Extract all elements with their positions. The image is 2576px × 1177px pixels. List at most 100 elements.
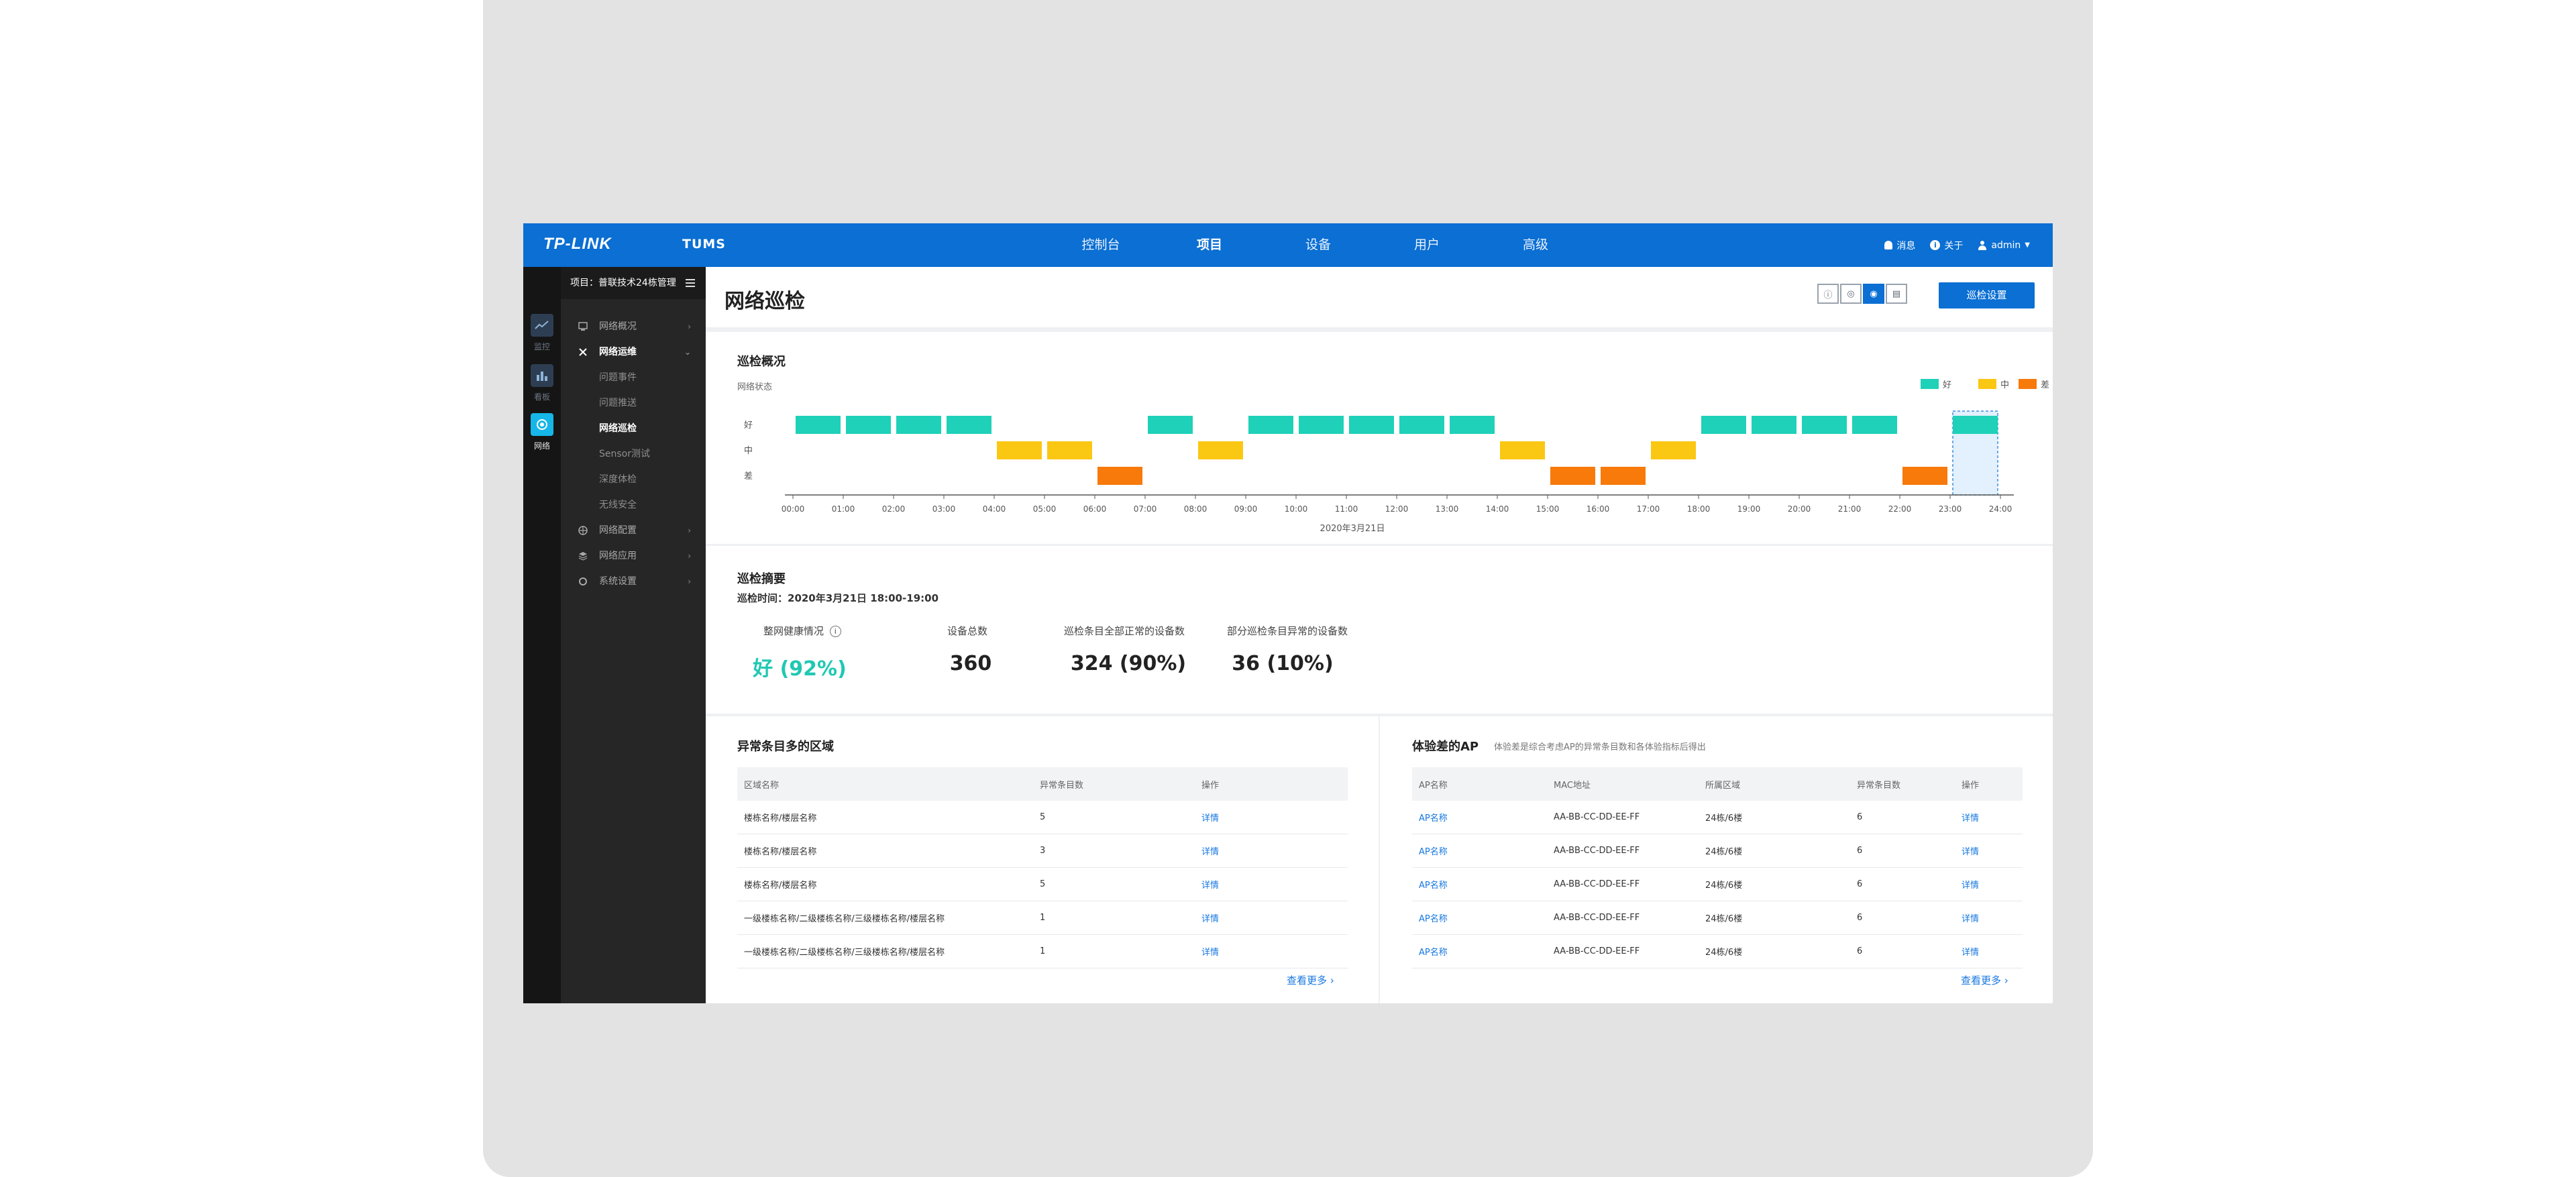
menu-icon[interactable] [686, 279, 695, 287]
area-name: 楼栋名称/楼层名称 [737, 801, 1033, 834]
table-row: AP名称 AA-BB-CC-DD-EE-FF 24栋/6楼 6 详情 [1412, 834, 2023, 868]
legend-medium: 中 [1978, 378, 2009, 390]
status-bar [1349, 416, 1394, 434]
legend-swatch [1921, 379, 1939, 389]
legend-label: 差 [2041, 380, 2050, 390]
rail-item-network[interactable]: 网络 [523, 413, 561, 451]
nav-project[interactable]: 项目 [1196, 237, 1222, 252]
x-tick-label: 11:00 [1335, 504, 1358, 514]
details-link[interactable]: 详情 [1201, 814, 1220, 824]
x-tick-label: 21:00 [1838, 504, 1862, 514]
rail-label: 网络 [533, 441, 550, 451]
area-name: 楼栋名称/楼层名称 [737, 867, 1033, 901]
x-tick-label: 04:00 [983, 504, 1006, 514]
tools-icon [579, 348, 587, 356]
table-row: AP名称 AA-BB-CC-DD-EE-FF 24栋/6楼 6 详情 [1412, 801, 2023, 834]
menu-network-overview[interactable]: 网络概况 › [561, 314, 706, 339]
submenu-deep-check[interactable]: 深度体检 [599, 474, 637, 485]
table-row: 一级楼栋名称/二级楼栋名称/三级楼栋名称/楼层名称 1 详情 [737, 901, 1348, 935]
x-tick-label: 23:00 [1939, 504, 1962, 514]
ap-name-link[interactable]: AP名称 [1419, 948, 1448, 958]
submenu-sensor-test[interactable]: Sensor测试 [599, 449, 650, 459]
rail-item-dashboard[interactable]: 看板 [523, 364, 561, 402]
history-view-icon[interactable]: ◉ [1863, 284, 1884, 304]
abnormal-count: 6 [1850, 867, 1955, 901]
inspection-time: 巡检时间：2020年3月21日 18:00-19:00 [737, 592, 939, 604]
ap-name-link[interactable]: AP名称 [1419, 847, 1448, 857]
details-link[interactable]: 详情 [1962, 847, 1980, 857]
details-link[interactable]: 详情 [1962, 948, 1980, 958]
status-bar [947, 416, 991, 434]
inspection-settings-button[interactable]: 巡检设置 [1939, 282, 2035, 309]
nav-device[interactable]: 设备 [1305, 237, 1331, 252]
menu-system-settings[interactable]: 系统设置 › [561, 569, 706, 594]
abnormal-count: 5 [1033, 867, 1195, 901]
table-header-row: AP名称 MAC地址 所属区域 异常条目数 操作 [1412, 767, 2023, 801]
menu-label: 网络应用 [599, 551, 637, 561]
info-view-icon[interactable]: ⓘ [1817, 284, 1839, 304]
legend-label: 好 [1943, 380, 1952, 390]
messages-link[interactable]: 消息 [1884, 239, 1915, 252]
status-bar [1701, 416, 1746, 434]
details-link[interactable]: 详情 [1201, 847, 1220, 857]
chevron-right-icon: › [1330, 974, 1334, 987]
status-bar [1450, 416, 1495, 434]
header-tools: 消息 i 关于 admin ▼ [1884, 223, 2030, 267]
main-content: 网络巡检 ⓘ ◎ ◉ ▤ 巡检设置 巡检概况 网络状态 好 中 差 [706, 267, 2053, 1003]
calendar-icon[interactable]: ▤ [1886, 284, 1907, 304]
menu-network-config[interactable]: 网络配置 › [561, 518, 706, 543]
page-title: 网络巡检 [724, 290, 805, 313]
mac-address: AA-BB-CC-DD-EE-FF [1547, 834, 1699, 868]
ap-name-link[interactable]: AP名称 [1419, 914, 1448, 924]
details-link[interactable]: 详情 [1962, 814, 1980, 824]
chevron-right-icon: › [688, 551, 691, 561]
menu-network-ops[interactable]: 网络运维 ⌄ [561, 339, 706, 365]
submenu-issue-events[interactable]: 问题事件 [599, 372, 637, 383]
project-switcher[interactable]: 项目：普联技术24栋管理 [561, 267, 706, 299]
layers-icon [578, 552, 588, 561]
user-menu[interactable]: admin ▼ [1978, 240, 2030, 251]
rail-label: 看板 [533, 392, 550, 402]
column-header: MAC地址 [1547, 767, 1699, 801]
menu-label: 系统设置 [599, 576, 637, 587]
nav-user[interactable]: 用户 [1413, 237, 1440, 252]
submenu-network-inspection[interactable]: 网络巡检 [599, 423, 637, 434]
status-bar [1500, 441, 1545, 459]
ap-name-link[interactable]: AP名称 [1419, 881, 1448, 891]
poor-ap-view-more-link[interactable]: 查看更多 › [1961, 973, 2008, 987]
x-tick-label: 24:00 [1989, 504, 2012, 514]
summary-card: 巡检摘要 巡检时间：2020年3月21日 18:00-19:00 整网健康情况 … [706, 546, 2053, 714]
menu-network-apps[interactable]: 网络应用 › [561, 543, 706, 569]
areas-view-more-link[interactable]: 查看更多 › [1287, 973, 1334, 987]
globe-view-icon[interactable]: ◎ [1840, 284, 1862, 304]
main-nav: 控制台 项目 设备 用户 高级 [1046, 223, 1590, 267]
ap-name-link[interactable]: AP名称 [1419, 814, 1448, 824]
details-link[interactable]: 详情 [1201, 914, 1220, 924]
details-link[interactable]: 详情 [1201, 948, 1220, 958]
status-bar [846, 416, 891, 434]
details-link[interactable]: 详情 [1962, 914, 1980, 924]
details-link[interactable]: 详情 [1962, 881, 1980, 891]
legend-poor: 差 [2019, 378, 2049, 390]
about-link[interactable]: i 关于 [1930, 239, 1963, 252]
rail-item-monitor[interactable]: 监控 [523, 314, 561, 352]
details-link[interactable]: 详情 [1201, 881, 1220, 891]
health-label: 整网健康情况 i [763, 624, 841, 638]
abnormal-devices-value: 36 (10%) [1232, 652, 1334, 675]
submenu-issue-push[interactable]: 问题推送 [599, 398, 637, 408]
help-icon[interactable]: i [829, 626, 841, 637]
status-bar [1601, 467, 1646, 485]
column-header: AP名称 [1412, 767, 1547, 801]
chevron-down-icon: ⌄ [684, 347, 691, 357]
status-bar [1097, 467, 1142, 485]
nav-console[interactable]: 控制台 [1081, 237, 1120, 252]
submenu-wireless-security[interactable]: 无线安全 [599, 500, 637, 510]
normal-devices-value: 324 (90%) [1070, 652, 1187, 675]
app-window: TP-LINK TUMS 控制台 项目 设备 用户 高级 消息 i 关于 adm… [523, 223, 2053, 1003]
area-name: 一级楼栋名称/二级楼栋名称/三级楼栋名称/楼层名称 [737, 901, 1033, 935]
nav-advanced[interactable]: 高级 [1522, 237, 1548, 252]
chevron-right-icon: › [688, 322, 691, 331]
network-icon [531, 413, 553, 436]
abnormal-count: 1 [1033, 934, 1195, 968]
poor-ap-table: AP名称 MAC地址 所属区域 异常条目数 操作 AP名称 AA-BB-CC-DD… [1412, 767, 2023, 968]
